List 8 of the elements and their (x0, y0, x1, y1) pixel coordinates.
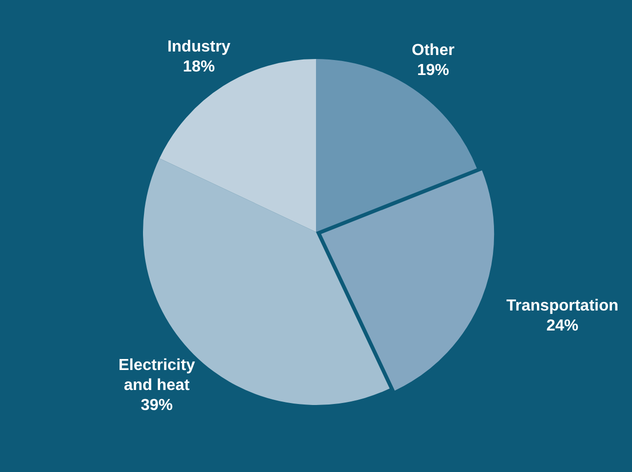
data-label: 19% (417, 62, 450, 80)
slice-label: Industry (167, 38, 231, 56)
slice-label: Electricity and heat (118, 356, 196, 394)
slice-label: Other (412, 42, 454, 60)
slice-label: Transportation (506, 298, 618, 315)
data-label: 39% (140, 396, 173, 414)
data-label: 18% (182, 58, 215, 76)
data-label: 24% (546, 318, 578, 335)
